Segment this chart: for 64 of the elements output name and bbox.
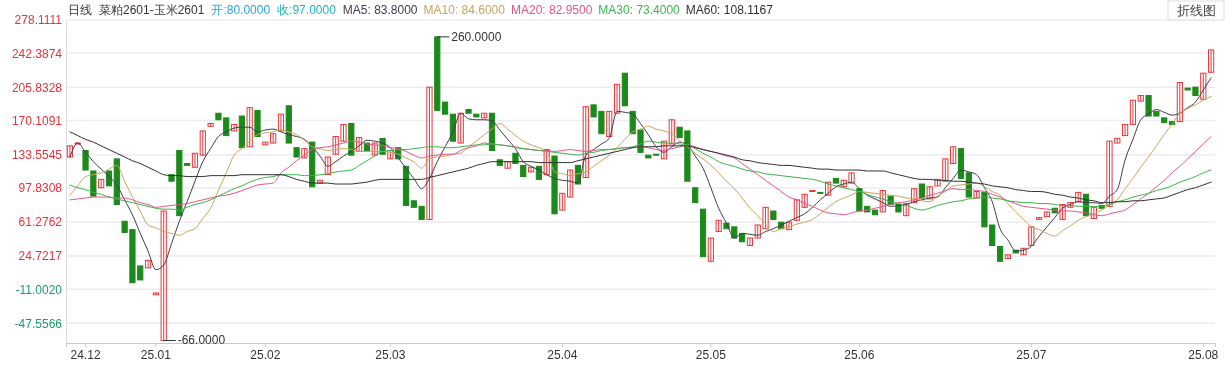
line-series <box>69 95 1212 237</box>
annotation: -66.0000 <box>177 333 226 348</box>
text: MA60: 108.1167 <box>685 3 774 17</box>
candlestick <box>660 140 668 160</box>
y-tick-label: 97.8308 <box>18 181 63 196</box>
candlestick <box>1004 254 1011 260</box>
text: 收:97.0000 <box>277 3 337 17</box>
x-tick-label: 25.04 <box>547 347 578 362</box>
x-tick-label: 25.02 <box>250 347 281 362</box>
candlestick <box>144 259 152 269</box>
text: 开:80.0000 <box>211 3 271 17</box>
candlestick <box>191 152 199 168</box>
y-tick-label: 278.1111 <box>14 13 63 28</box>
y-tick-label: 205.8328 <box>11 80 63 95</box>
text: MA10: 84.6000 <box>423 3 506 17</box>
candlestick <box>1207 49 1215 73</box>
candlestick <box>613 83 621 114</box>
annotation: 260.0000 <box>451 29 502 44</box>
text: MA20: 82.9500 <box>510 3 593 17</box>
candlestick <box>277 113 285 132</box>
candlestick <box>426 86 433 220</box>
y-tick-label: -47.5566 <box>14 316 63 331</box>
x-tick-label: 24.12 <box>70 347 101 362</box>
candlestick <box>1036 217 1043 220</box>
candlestick <box>230 123 238 132</box>
chart-toggle-button: 折线图 <box>1167 0 1225 21</box>
candlestick <box>668 119 675 145</box>
candlestick <box>785 221 793 231</box>
y-tick-label: -11.0020 <box>15 282 63 297</box>
candlestick <box>910 188 918 204</box>
candlestick <box>879 190 886 213</box>
candlestick <box>457 112 464 144</box>
line-series <box>69 77 1212 271</box>
x-tick-label: 25.01 <box>140 347 172 362</box>
y-tick-label: 61.2762 <box>18 215 63 230</box>
y-tick-label: 24.7217 <box>18 249 63 264</box>
text: MA5: 83.8000 <box>342 3 418 17</box>
y-tick-label: 242.3874 <box>11 46 63 61</box>
candlestick <box>715 219 722 233</box>
candlestick <box>1122 123 1129 137</box>
candlestick <box>356 136 363 152</box>
candlestick <box>527 166 535 173</box>
candlestick <box>824 181 832 196</box>
y-tick-label: 170.1091 <box>11 113 63 128</box>
candlestick <box>1176 82 1183 123</box>
candlestick <box>246 107 253 148</box>
text: MA30: 73.4000 <box>598 3 681 17</box>
candlestick <box>1043 211 1051 218</box>
candlestick <box>582 106 589 178</box>
x-tick-label: 25.07 <box>1016 347 1047 362</box>
chart-subtitle: 菜粕2601-玉米2601 <box>99 3 205 17</box>
line-series <box>69 131 1212 204</box>
candlestick <box>707 237 714 262</box>
candlestick <box>606 110 613 138</box>
candlestick <box>1028 226 1035 246</box>
x-tick-label: 25.08 <box>1188 347 1219 362</box>
candlestick <box>543 149 550 176</box>
candlestick <box>199 130 206 156</box>
x-tick-label: 25.03 <box>375 347 406 362</box>
x-tick-label: 25.06 <box>844 347 875 362</box>
candlestick <box>1200 72 1207 100</box>
y-tick-label: 133.5545 <box>11 147 63 162</box>
chart-title: 日线 <box>68 3 92 17</box>
x-tick-label: 25.05 <box>695 347 727 362</box>
